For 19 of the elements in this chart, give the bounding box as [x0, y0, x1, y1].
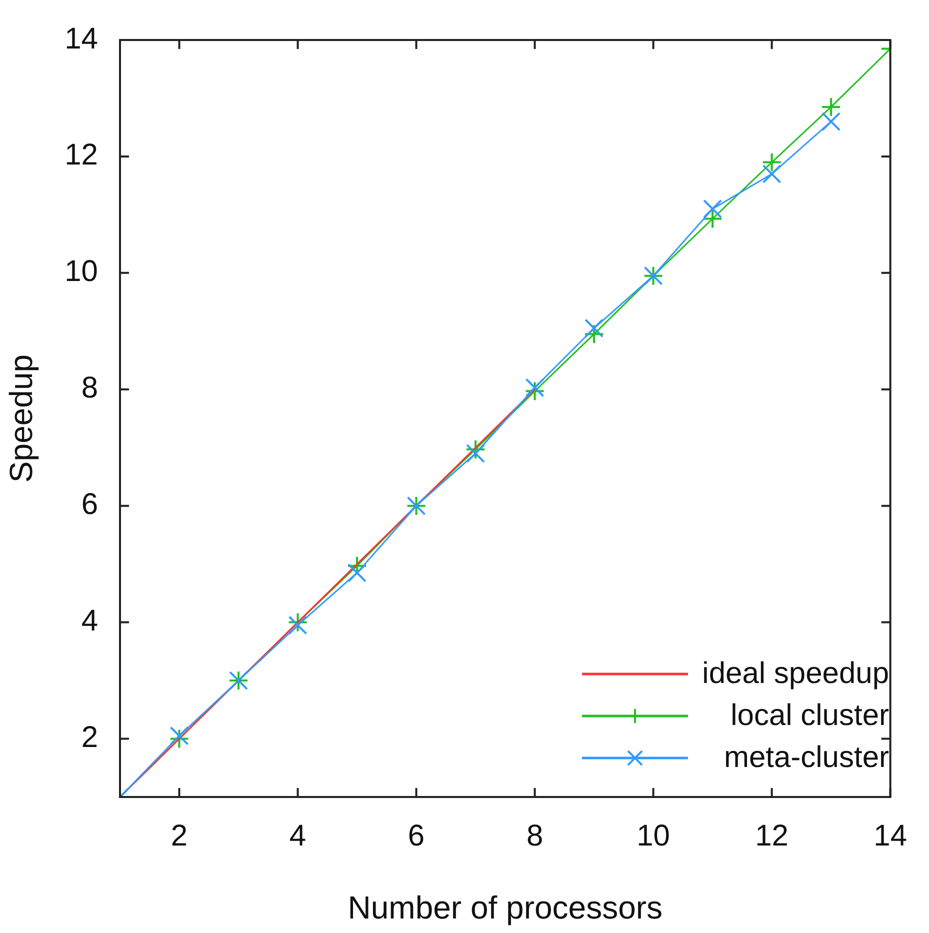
y-tick-label: 12 — [64, 138, 98, 172]
y-tick-label: 4 — [81, 604, 98, 638]
y-tick-label: 6 — [81, 488, 98, 522]
y-axis-title: Speedup — [3, 354, 40, 483]
x-tick-label: 8 — [526, 819, 544, 852]
legend-label: ideal speedup — [702, 657, 889, 691]
y-tick-label: 14 — [64, 22, 98, 56]
legend-label: meta-cluster — [724, 741, 889, 775]
x-tick-label: 14 — [874, 819, 908, 852]
y-tick-label: 8 — [81, 372, 98, 405]
x-tick-label: 6 — [408, 819, 425, 852]
y-tick-label: 2 — [81, 721, 98, 754]
x-tick-label: 4 — [289, 819, 306, 852]
x-tick-label: 12 — [755, 819, 788, 852]
x-tick-label: 10 — [636, 819, 670, 852]
x-axis-title: Number of processors — [348, 890, 663, 926]
x-tick-label: 2 — [170, 819, 188, 852]
legend-label: local cluster — [730, 699, 889, 733]
y-tick-label: 10 — [64, 255, 98, 288]
